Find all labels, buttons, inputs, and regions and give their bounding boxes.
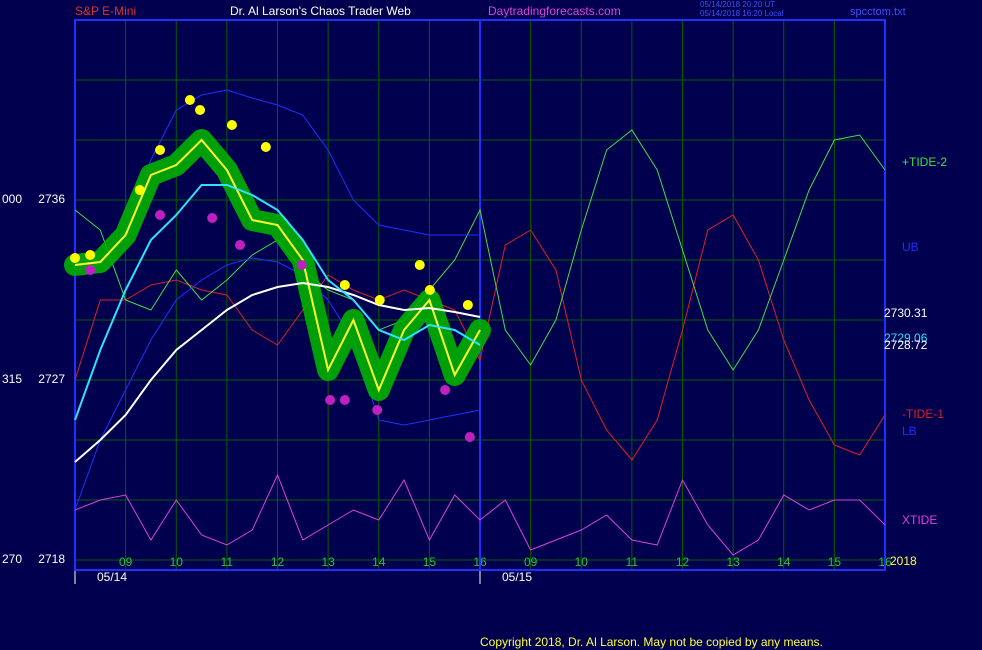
low-marker xyxy=(464,432,475,442)
end-value-label: 2730.31 xyxy=(884,306,928,320)
y-tick-label: 2727 xyxy=(38,372,65,386)
high-marker xyxy=(70,253,80,263)
low-marker xyxy=(440,385,451,395)
low-marker xyxy=(372,405,383,415)
low-marker xyxy=(296,260,307,270)
high-marker xyxy=(260,142,271,152)
website: Daytradingforecasts.com xyxy=(488,4,621,18)
x-tick-label: 15 xyxy=(423,555,437,569)
copyright: Copyright 2018, Dr. Al Larson. May not b… xyxy=(480,635,823,649)
file-name: spcctom.txt xyxy=(850,6,906,18)
date-label: 05/15 xyxy=(502,570,532,584)
x-tick-label: 11 xyxy=(221,555,234,569)
high-marker xyxy=(85,250,96,260)
y-tick-label: 2736 xyxy=(38,192,65,206)
left-label: 270 xyxy=(2,552,22,566)
x-tick-label: 12 xyxy=(676,555,690,569)
x-tick-label: 14 xyxy=(777,555,791,569)
x-tick-label: 10 xyxy=(170,555,184,569)
high-marker xyxy=(226,120,237,130)
x-tick-label: 12 xyxy=(271,555,285,569)
instrument: S&P E-Mini xyxy=(75,4,136,18)
low-marker xyxy=(339,395,350,405)
low-marker xyxy=(235,240,246,250)
high-marker xyxy=(339,280,350,290)
series-line xyxy=(74,473,886,556)
series-label: XTIDE xyxy=(902,513,937,527)
low-marker xyxy=(85,265,96,275)
year-label: 2018 xyxy=(890,554,917,568)
high-marker xyxy=(462,300,473,310)
high-marker xyxy=(184,95,195,105)
timestamp: 05/14/2018 16:20 Local xyxy=(700,9,784,18)
plot: 2718270272731527360000910111213141516091… xyxy=(2,19,947,584)
left-label: 000 xyxy=(2,192,22,206)
y-tick-label: 2718 xyxy=(38,552,65,566)
low-marker xyxy=(155,210,166,220)
series-line xyxy=(74,214,886,461)
low-marker xyxy=(325,395,336,405)
x-tick-label: 13 xyxy=(726,555,740,569)
series-line xyxy=(74,257,481,511)
high-marker xyxy=(155,145,166,155)
series-label: +TIDE-2 xyxy=(902,155,947,169)
x-tick-label: 13 xyxy=(321,555,335,569)
x-tick-label: 14 xyxy=(372,555,386,569)
date-label: 05/14 xyxy=(97,570,127,584)
series-label: LB xyxy=(902,424,917,438)
series-line xyxy=(74,129,886,371)
low-marker xyxy=(207,213,218,223)
high-marker xyxy=(424,285,435,295)
series-line xyxy=(74,184,481,421)
end-value-label: 2729.06 xyxy=(884,331,928,345)
series-label: UB xyxy=(902,240,919,254)
series-line xyxy=(74,138,481,393)
high-marker xyxy=(134,185,145,195)
timestamp: 05/14/2018 20:20 UT xyxy=(700,0,775,9)
series-label: -TIDE-1 xyxy=(902,407,944,421)
series-line xyxy=(74,281,481,463)
high-marker xyxy=(414,260,425,270)
x-tick-label: 11 xyxy=(626,555,639,569)
x-tick-label: 09 xyxy=(119,555,133,569)
high-marker xyxy=(195,105,206,115)
high-marker xyxy=(374,295,385,305)
chart-title: Dr. Al Larson's Chaos Trader Web xyxy=(230,4,411,18)
end-value-label: 2728.72 xyxy=(884,338,928,352)
x-tick-label: 09 xyxy=(524,555,538,569)
x-tick-label: 15 xyxy=(828,555,842,569)
x-tick-label: 10 xyxy=(575,555,589,569)
left-label: 315 xyxy=(2,372,22,386)
